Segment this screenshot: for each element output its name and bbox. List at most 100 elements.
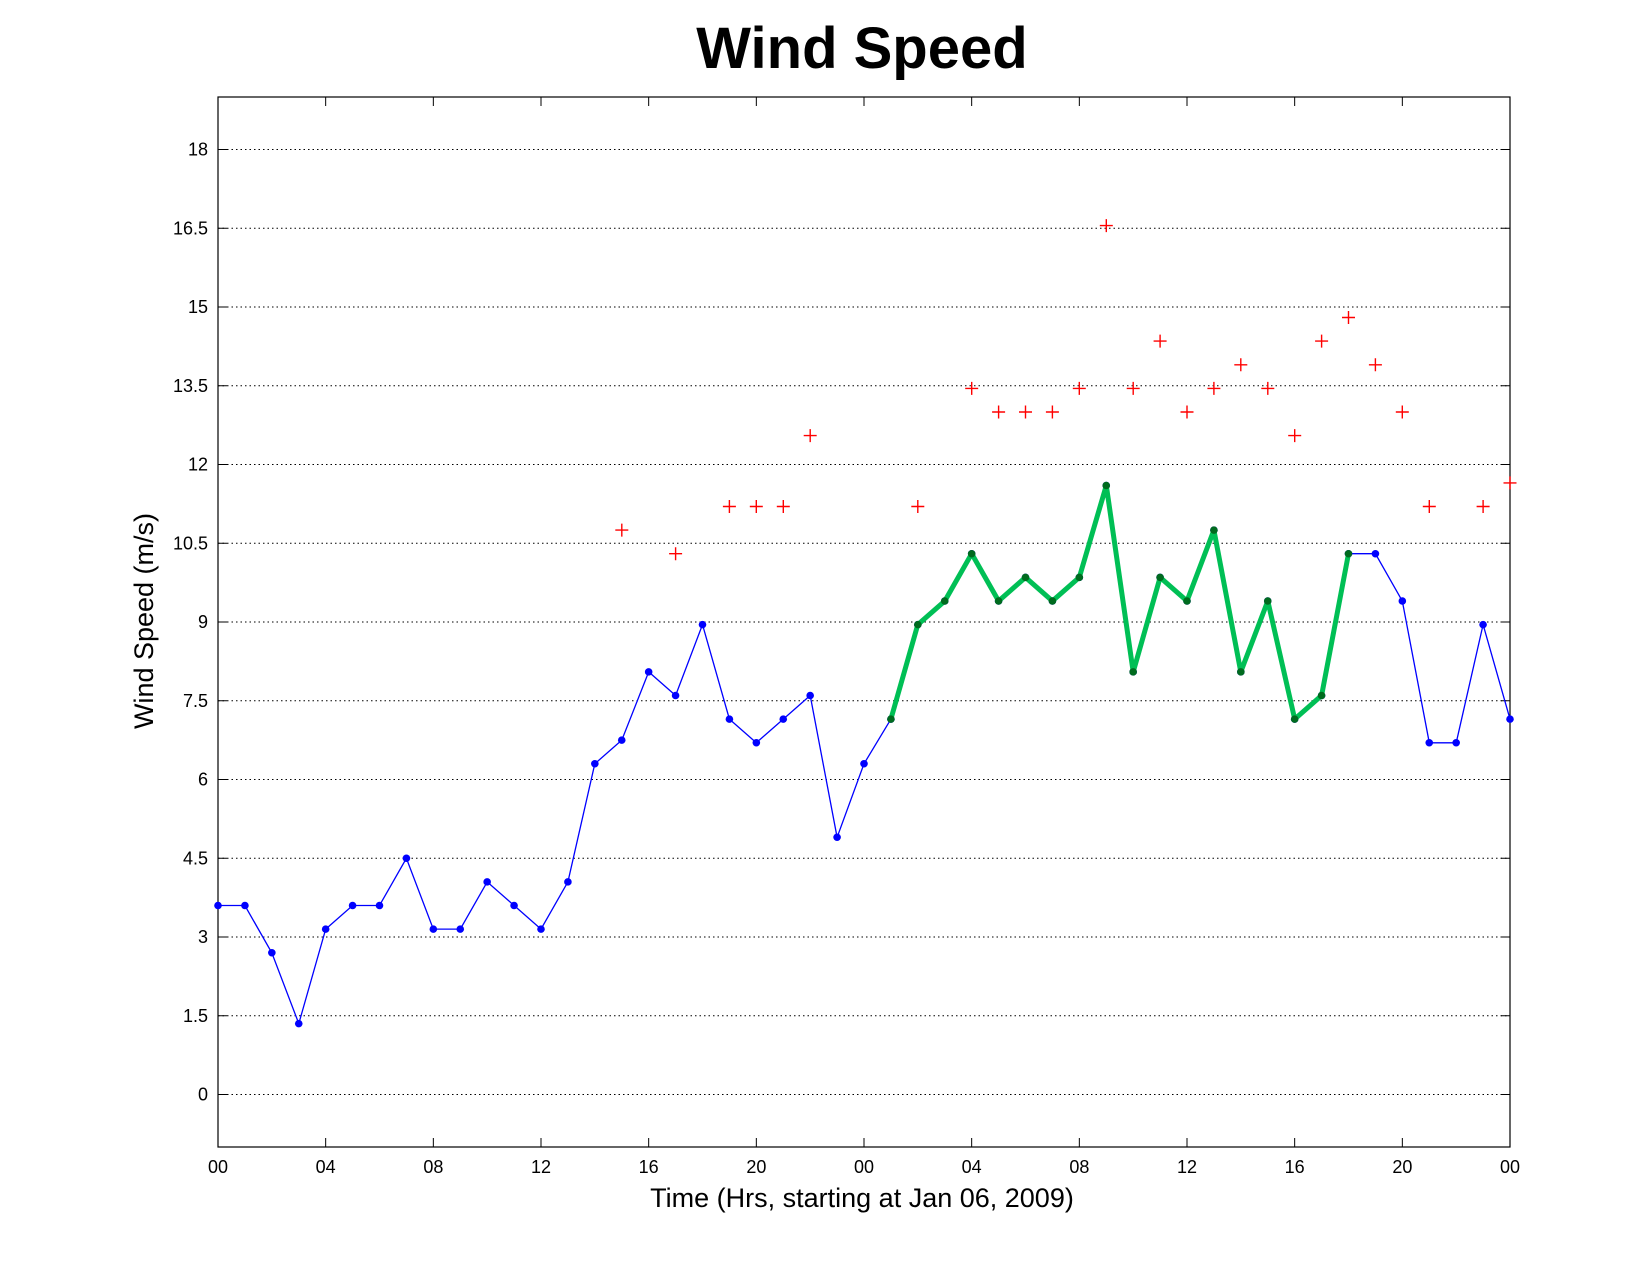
y-tick-label: 10.5 bbox=[173, 533, 208, 553]
x-tick-label: 08 bbox=[423, 1157, 443, 1177]
green-series-point bbox=[1210, 526, 1218, 534]
x-tick-label: 20 bbox=[746, 1157, 766, 1177]
green-series-point bbox=[1129, 668, 1137, 676]
x-tick-labels: 00 04 08 12 16 20 00 04 08 12 16 20 00 bbox=[208, 1157, 1520, 1177]
blue-series-point bbox=[752, 738, 761, 747]
blue-series-point bbox=[1479, 620, 1487, 629]
green-series-point bbox=[1237, 668, 1245, 676]
y-tick-label: 0 bbox=[198, 1085, 208, 1105]
blue-series-point bbox=[1398, 597, 1407, 605]
red-plus-marker bbox=[911, 500, 925, 513]
green-series-line bbox=[888, 483, 1351, 722]
green-series-point bbox=[1156, 573, 1164, 582]
y-tick-label: 3 bbox=[198, 927, 208, 947]
blue-series-point bbox=[510, 901, 518, 910]
green-series-point bbox=[914, 620, 922, 629]
blue-series-point bbox=[348, 901, 357, 910]
x-tick-label: 12 bbox=[1177, 1157, 1197, 1177]
red-plus-marker bbox=[776, 500, 790, 513]
green-series-point bbox=[994, 597, 1003, 605]
red-plus-marker bbox=[1395, 405, 1409, 419]
red-plus-marker bbox=[1368, 358, 1382, 372]
red-plus-marker bbox=[1261, 381, 1275, 395]
red-plus-marker bbox=[1288, 429, 1302, 443]
red-plus-marker bbox=[722, 500, 736, 513]
y-tick-label: 6 bbox=[198, 770, 208, 790]
y-tick-label: 12 bbox=[188, 455, 208, 475]
y-axis-label: Wind Speed (m/s) bbox=[129, 513, 159, 729]
blue-series-point bbox=[375, 901, 384, 910]
blue-series-point bbox=[1371, 549, 1380, 558]
green-series-point bbox=[1290, 715, 1299, 723]
green-series-point bbox=[940, 597, 949, 605]
red-plus-marker bbox=[1153, 334, 1167, 348]
blue-series-point bbox=[698, 620, 707, 629]
blue-series-point bbox=[321, 925, 330, 933]
red-plus-marker bbox=[1503, 476, 1517, 490]
green-series-point bbox=[1317, 691, 1326, 700]
y-tick-label: 13.5 bbox=[173, 376, 208, 396]
green-series-point bbox=[887, 715, 895, 723]
red-plus-marker bbox=[1126, 381, 1140, 395]
blue-series-point bbox=[294, 1019, 303, 1028]
red-plus-marker bbox=[749, 500, 763, 513]
red-plus-marker bbox=[1180, 405, 1194, 419]
chart-title: Wind Speed bbox=[696, 16, 1027, 81]
x-tick-label: 00 bbox=[854, 1157, 874, 1177]
blue-series-point bbox=[644, 668, 653, 676]
blue-series-point bbox=[1506, 715, 1514, 723]
y-tick-label: 7.5 bbox=[183, 691, 208, 711]
blue-series-point bbox=[617, 736, 626, 744]
x-tick-label: 00 bbox=[208, 1157, 228, 1177]
red-plus-marker bbox=[1099, 219, 1113, 233]
blue-series-point bbox=[833, 833, 841, 842]
red-plus-marker bbox=[1342, 311, 1355, 324]
axis-ticks bbox=[217, 97, 1511, 1147]
blue-series-point bbox=[591, 759, 599, 768]
green-series-point bbox=[967, 549, 976, 558]
red-plus-marker bbox=[1045, 405, 1059, 419]
red-plus-marker bbox=[965, 381, 979, 395]
blue-series-point bbox=[268, 948, 276, 957]
red-plus-marker bbox=[1476, 500, 1490, 513]
blue-series-point bbox=[806, 691, 814, 700]
green-series-point bbox=[1263, 597, 1272, 605]
x-tick-label: 20 bbox=[1392, 1157, 1412, 1177]
blue-series-point bbox=[564, 878, 572, 886]
x-tick-label: 00 bbox=[1500, 1157, 1520, 1177]
x-tick-label: 12 bbox=[531, 1157, 551, 1177]
green-series-point bbox=[1021, 573, 1030, 582]
green-series-point bbox=[1075, 573, 1084, 582]
blue-series-point bbox=[1425, 738, 1434, 747]
x-tick-label: 16 bbox=[639, 1157, 659, 1177]
x-tick-label: 04 bbox=[962, 1157, 982, 1177]
y-tick-label: 18 bbox=[188, 140, 208, 160]
red-plus-marker bbox=[1207, 381, 1221, 395]
x-tick-label: 04 bbox=[316, 1157, 336, 1177]
y-tick-label: 16.5 bbox=[173, 218, 208, 238]
red-plus-marker bbox=[615, 523, 629, 537]
red-plus-marker bbox=[1315, 334, 1329, 348]
blue-series-point bbox=[779, 715, 788, 723]
red-plus-marker bbox=[669, 547, 683, 561]
x-axis-label: Time (Hrs, starting at Jan 06, 2009) bbox=[650, 1183, 1074, 1213]
y-tick-label: 1.5 bbox=[183, 1006, 208, 1026]
y-gridlines bbox=[218, 149, 1510, 1095]
blue-series-point bbox=[214, 901, 222, 910]
red-plus-marker bbox=[1019, 405, 1032, 419]
green-series-point bbox=[1102, 481, 1111, 490]
y-tick-labels: 0 1.5 3 4.5 6 7.5 9 10.5 12 13.5 15 16.5 18 bbox=[173, 140, 208, 1105]
red-plus-marker bbox=[1422, 500, 1436, 513]
blue-series-point bbox=[456, 925, 465, 933]
red-plus-marker bbox=[803, 429, 817, 443]
blue-series-point bbox=[241, 901, 249, 910]
y-tick-label: 4.5 bbox=[183, 848, 208, 868]
green-series-point bbox=[1344, 549, 1353, 558]
blue-series-point bbox=[1452, 738, 1460, 747]
y-tick-label: 15 bbox=[188, 297, 208, 317]
x-tick-label: 08 bbox=[1069, 1157, 1089, 1177]
data-series bbox=[214, 219, 1517, 1028]
blue-series-point bbox=[725, 715, 734, 723]
green-series-point bbox=[1048, 597, 1057, 605]
